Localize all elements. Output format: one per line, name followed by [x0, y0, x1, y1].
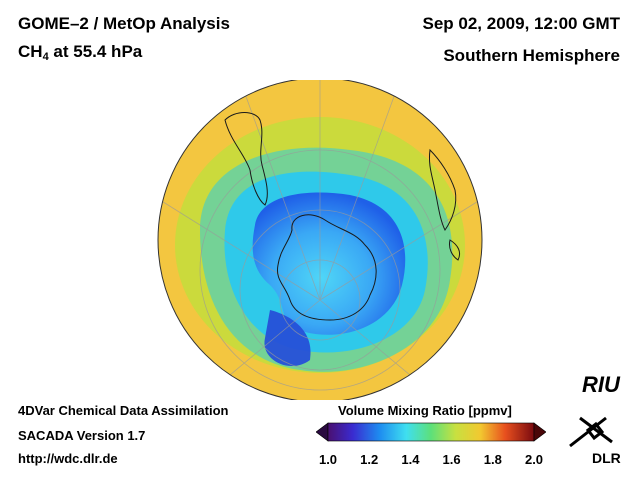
- footer-method: 4DVar Chemical Data Assimilation: [18, 403, 229, 418]
- colorbar-max-arrow: [533, 422, 546, 442]
- colorbar-tick-label: 2.0: [524, 452, 544, 467]
- africa-outline: [429, 148, 457, 231]
- polar-vortex: [252, 192, 406, 335]
- map-title: GOME–2 / MetOp Analysis: [18, 14, 230, 33]
- colorbar-tick-label: 1.8: [483, 452, 502, 467]
- coastlines: [224, 112, 461, 321]
- polar-globe-map: [157, 80, 483, 400]
- globe-border: [157, 80, 483, 400]
- graticule: [159, 80, 481, 400]
- colorbar-tick-label: 1.2: [360, 452, 379, 467]
- dlr-label: DLR: [592, 450, 621, 466]
- pressure-level: at 55.4 hPa: [48, 42, 143, 61]
- footer-version: SACADA Version 1.7: [18, 428, 146, 443]
- species-subscript: 4: [42, 51, 49, 63]
- dlr-logo-icon: [569, 416, 613, 448]
- timestamp: Sep 02, 2009, 12:00 GMT: [422, 14, 621, 33]
- region-label: Southern Hemisphere: [443, 46, 620, 65]
- madagascar-outline: [449, 239, 461, 261]
- colorbar: [316, 422, 546, 442]
- species-name: CH: [18, 42, 43, 61]
- colorbar-gradient: [327, 422, 535, 442]
- riu-logo: RIU: [582, 372, 620, 397]
- colorbar-tick-label: 1.6: [442, 452, 461, 467]
- colorbar-tick-label: 1.0: [318, 452, 338, 467]
- antarctica-outline: [276, 214, 377, 321]
- south-america-outline: [224, 112, 268, 206]
- footer-url: http://wdc.dlr.de: [18, 451, 118, 466]
- colorbar-title: Volume Mixing Ratio [ppmv]: [338, 403, 512, 418]
- colorbar-tick-label: 1.4: [401, 452, 420, 467]
- colorbar-min-arrow: [316, 422, 329, 442]
- species-level: CH4 at 55.4 hPa: [18, 42, 142, 63]
